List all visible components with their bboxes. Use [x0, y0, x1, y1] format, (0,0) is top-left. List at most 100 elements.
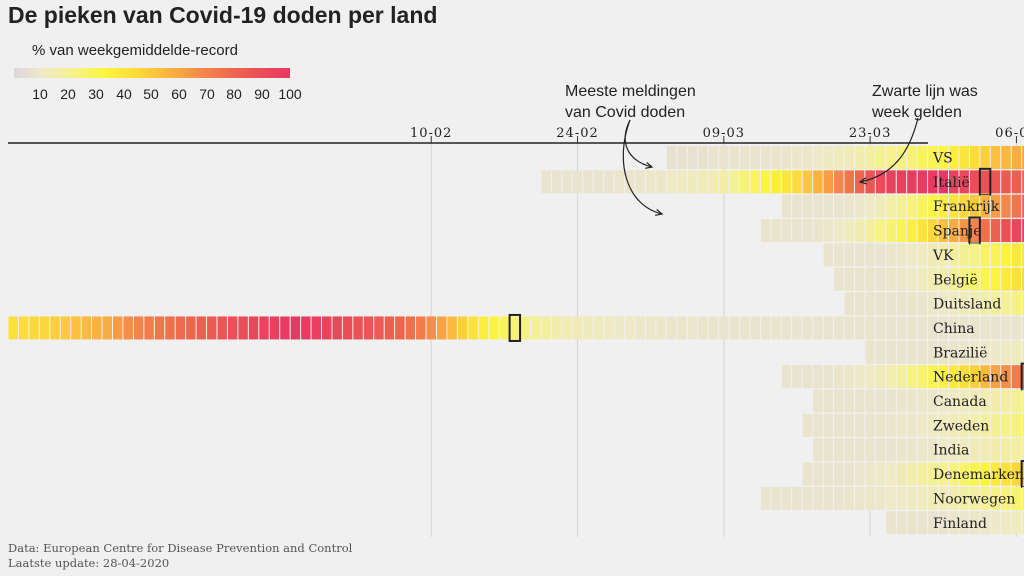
heatmap-cell: [583, 170, 593, 194]
peak-marker: [1020, 460, 1024, 489]
legend-tick: 100: [278, 86, 302, 102]
heatmap-cell: [844, 438, 854, 462]
heatmap-cell: [928, 316, 938, 340]
heatmap-cell: [896, 194, 907, 218]
heatmap-cell: [760, 219, 771, 243]
chart-title: De pieken van Covid-19 doden per land: [8, 2, 438, 28]
heatmap-cell: [917, 340, 928, 364]
heatmap-cell: [562, 170, 572, 194]
heatmap-cell: [1011, 486, 1022, 510]
heatmap-cell: [1022, 413, 1024, 437]
heatmap-cell: [907, 170, 917, 194]
heatmap-cell: [698, 146, 708, 169]
heatmap-cell: [635, 316, 645, 340]
heatmap-cell: [792, 146, 802, 169]
heatmap-cell: [1011, 462, 1022, 486]
heatmap-cell: [834, 267, 844, 291]
heatmap-cell: [969, 292, 980, 316]
heatmap-cell: [875, 170, 886, 194]
heatmap-cell: [1001, 243, 1011, 267]
heatmap-cell: [551, 316, 562, 340]
peak-marker: [508, 313, 522, 342]
peak-annotation-line1: Meeste meldingen: [565, 83, 696, 100]
heatmap-cell: [865, 389, 875, 413]
heatmap-cell: [541, 170, 551, 194]
heatmap-cell: [510, 316, 520, 340]
heatmap-cell: [781, 365, 792, 389]
heatmap-cell: [875, 146, 886, 169]
heatmap-cell: [959, 340, 969, 364]
heatmap-cell: [928, 486, 938, 510]
heatmap-cell: [917, 243, 928, 267]
heatmap-cell: [60, 316, 71, 340]
legend-tick: 50: [143, 86, 159, 102]
heatmap-cell: [854, 219, 865, 243]
heatmap-cell: [917, 365, 928, 389]
heatmap-cell: [1022, 340, 1024, 364]
heatmap-cell: [1022, 219, 1024, 243]
heatmap-cell: [834, 194, 844, 218]
heatmap-cell: [740, 170, 750, 194]
heatmap-cell: [865, 194, 875, 218]
heatmap-cell: [1022, 486, 1024, 510]
heatmap-cell: [959, 462, 969, 486]
heatmap-cell: [760, 486, 771, 510]
heatmap-cell: [928, 438, 938, 462]
heatmap-cell: [969, 170, 980, 194]
country-label: Italië: [933, 175, 970, 191]
heatmap-cell: [813, 219, 823, 243]
heatmap-cell: [1001, 170, 1011, 194]
heatmap-cell: [990, 170, 1001, 194]
heatmap-cell: [969, 243, 980, 267]
heatmap-cell: [823, 389, 834, 413]
heatmap-cell: [886, 292, 896, 316]
heatmap-cell: [792, 219, 802, 243]
heatmap-cell: [792, 170, 802, 194]
heatmap-cell: [875, 219, 886, 243]
heatmap-cell: [154, 316, 165, 340]
heatmap-cell: [896, 292, 907, 316]
heatmap-cell: [478, 316, 489, 340]
heatmap-cell: [990, 365, 1001, 389]
heatmap-cell: [865, 146, 875, 169]
heatmap-cell: [666, 146, 677, 169]
heatmap-cell: [290, 316, 301, 340]
heatmap-cell: [990, 340, 1001, 364]
heatmap-cell: [949, 194, 959, 218]
heatmap-cell: [1001, 511, 1011, 535]
heatmap-cell: [1011, 267, 1022, 291]
heatmap-cell: [949, 365, 959, 389]
peak-arrow-spain: [622, 119, 663, 215]
heatmap-cell: [928, 462, 938, 486]
heatmap-cell: [92, 316, 102, 340]
heatmap-cell: [50, 316, 60, 340]
heatmap-cell: [834, 316, 844, 340]
heatmap-cell: [771, 486, 781, 510]
heatmap-cell: [865, 219, 875, 243]
legend-title: % van weekgemiddelde-record: [32, 42, 238, 59]
heatmap-cell: [928, 219, 938, 243]
heatmap-cell: [949, 243, 959, 267]
heatmap-cell: [917, 219, 928, 243]
heatmap-cell: [886, 389, 896, 413]
heatmap-cell: [959, 389, 969, 413]
heatmap-cell: [666, 170, 677, 194]
heatmap-cell: [938, 365, 948, 389]
heatmap-cell: [875, 462, 886, 486]
heatmap-cell: [1001, 486, 1011, 510]
heatmap-cell: [834, 243, 844, 267]
heatmap-cell: [813, 365, 823, 389]
heatmap-cell: [854, 316, 865, 340]
heatmap-cell: [949, 413, 959, 437]
heatmap-cell: [708, 146, 719, 169]
country-label: Duitsland: [933, 297, 1001, 313]
heatmap-cell: [1022, 170, 1024, 194]
heatmap-cell: [123, 316, 133, 340]
heatmap-cell: [823, 413, 834, 437]
heatmap-cell: [844, 219, 854, 243]
heatmap-cell: [865, 340, 875, 364]
heatmap-cell: [928, 243, 938, 267]
heatmap-cell: [980, 413, 990, 437]
heatmap-cell: [520, 316, 530, 340]
heatmap-cell: [269, 316, 280, 340]
